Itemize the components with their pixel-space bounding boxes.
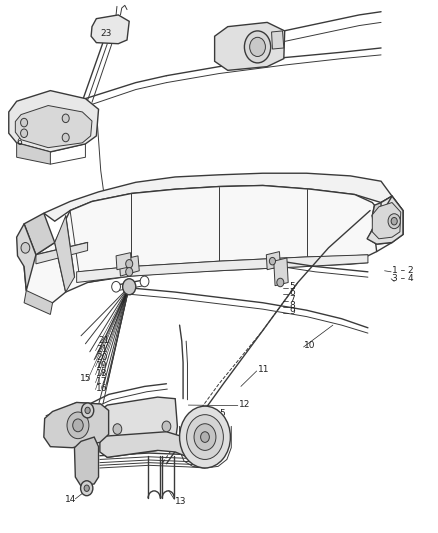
Circle shape <box>21 118 28 127</box>
Text: 5: 5 <box>219 409 225 417</box>
Polygon shape <box>61 410 188 457</box>
Text: 21: 21 <box>96 345 108 353</box>
Polygon shape <box>116 253 131 270</box>
Text: 13: 13 <box>175 497 187 505</box>
Polygon shape <box>55 216 74 292</box>
Polygon shape <box>100 397 177 457</box>
Polygon shape <box>372 196 403 235</box>
Text: 19: 19 <box>96 361 108 369</box>
Text: 8: 8 <box>289 301 295 310</box>
Text: 22: 22 <box>75 132 87 140</box>
Polygon shape <box>24 290 53 314</box>
Polygon shape <box>272 31 284 49</box>
Text: 1 – 2: 1 – 2 <box>392 266 413 275</box>
Circle shape <box>81 403 94 418</box>
Text: 5: 5 <box>289 282 295 290</box>
Polygon shape <box>24 213 55 255</box>
Circle shape <box>62 114 69 123</box>
Text: 14: 14 <box>65 496 76 504</box>
Polygon shape <box>9 91 99 152</box>
Circle shape <box>201 432 209 442</box>
Polygon shape <box>266 252 280 270</box>
Text: 6: 6 <box>289 288 295 297</box>
Circle shape <box>187 415 223 459</box>
Text: 10: 10 <box>304 341 316 350</box>
Circle shape <box>250 37 265 56</box>
Text: 7: 7 <box>289 295 295 303</box>
Circle shape <box>81 481 93 496</box>
Circle shape <box>21 129 28 138</box>
Circle shape <box>73 419 83 432</box>
Text: 12: 12 <box>239 400 250 408</box>
Polygon shape <box>15 106 92 148</box>
Circle shape <box>162 421 171 432</box>
Text: 15: 15 <box>80 374 91 383</box>
Polygon shape <box>367 196 403 244</box>
Polygon shape <box>24 185 392 304</box>
Text: 3 – 4: 3 – 4 <box>392 274 413 282</box>
Circle shape <box>194 424 216 450</box>
Circle shape <box>84 485 89 491</box>
Circle shape <box>140 276 149 287</box>
Circle shape <box>244 31 271 63</box>
Circle shape <box>126 268 133 276</box>
Circle shape <box>126 260 133 268</box>
Polygon shape <box>368 196 403 244</box>
Polygon shape <box>91 15 129 44</box>
Polygon shape <box>372 203 401 239</box>
Text: 21: 21 <box>99 336 110 344</box>
Polygon shape <box>119 256 139 276</box>
Polygon shape <box>36 243 88 264</box>
Text: 20: 20 <box>96 353 108 361</box>
Text: 9: 9 <box>289 308 295 316</box>
Polygon shape <box>274 258 288 286</box>
Polygon shape <box>17 224 36 290</box>
Circle shape <box>112 281 120 292</box>
Polygon shape <box>44 173 392 221</box>
Polygon shape <box>77 255 368 282</box>
Polygon shape <box>44 402 109 448</box>
Circle shape <box>391 217 397 225</box>
Circle shape <box>67 412 89 439</box>
Text: 11: 11 <box>258 365 269 374</box>
Text: 18: 18 <box>96 369 108 377</box>
Text: 17: 17 <box>96 377 108 385</box>
Circle shape <box>277 278 284 287</box>
Text: 6: 6 <box>17 139 22 147</box>
Polygon shape <box>215 22 285 70</box>
Text: 23: 23 <box>101 29 112 37</box>
Text: 16: 16 <box>96 384 108 392</box>
Polygon shape <box>74 437 99 486</box>
Circle shape <box>85 407 90 414</box>
Circle shape <box>123 279 136 295</box>
Circle shape <box>269 257 276 265</box>
Circle shape <box>21 243 30 253</box>
Circle shape <box>388 214 400 229</box>
Circle shape <box>113 424 122 434</box>
Circle shape <box>62 133 69 142</box>
Circle shape <box>180 406 230 468</box>
Polygon shape <box>17 143 50 164</box>
